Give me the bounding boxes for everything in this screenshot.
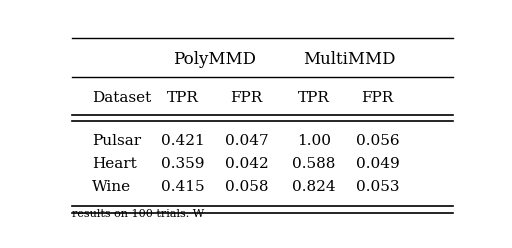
- Text: results on 100 trials. W: results on 100 trials. W: [72, 209, 204, 219]
- Text: FPR: FPR: [230, 91, 263, 105]
- Text: Heart: Heart: [92, 157, 137, 171]
- Text: FPR: FPR: [361, 91, 394, 105]
- Text: 0.824: 0.824: [292, 180, 336, 194]
- Text: 0.056: 0.056: [356, 134, 399, 149]
- Text: 1.00: 1.00: [297, 134, 331, 149]
- Text: Pulsar: Pulsar: [92, 134, 141, 149]
- Text: Dataset: Dataset: [92, 91, 151, 105]
- Text: PolyMMD: PolyMMD: [173, 51, 257, 68]
- Text: MultiMMD: MultiMMD: [304, 51, 396, 68]
- Text: TPR: TPR: [298, 91, 330, 105]
- Text: 0.053: 0.053: [356, 180, 399, 194]
- Text: 0.415: 0.415: [161, 180, 205, 194]
- Text: 0.042: 0.042: [225, 157, 268, 171]
- Text: 0.588: 0.588: [292, 157, 336, 171]
- Text: 0.058: 0.058: [225, 180, 268, 194]
- Text: TPR: TPR: [167, 91, 199, 105]
- Text: 0.047: 0.047: [225, 134, 268, 149]
- Text: Wine: Wine: [92, 180, 131, 194]
- Text: 0.049: 0.049: [356, 157, 399, 171]
- Text: 0.421: 0.421: [161, 134, 205, 149]
- Text: 0.359: 0.359: [161, 157, 205, 171]
